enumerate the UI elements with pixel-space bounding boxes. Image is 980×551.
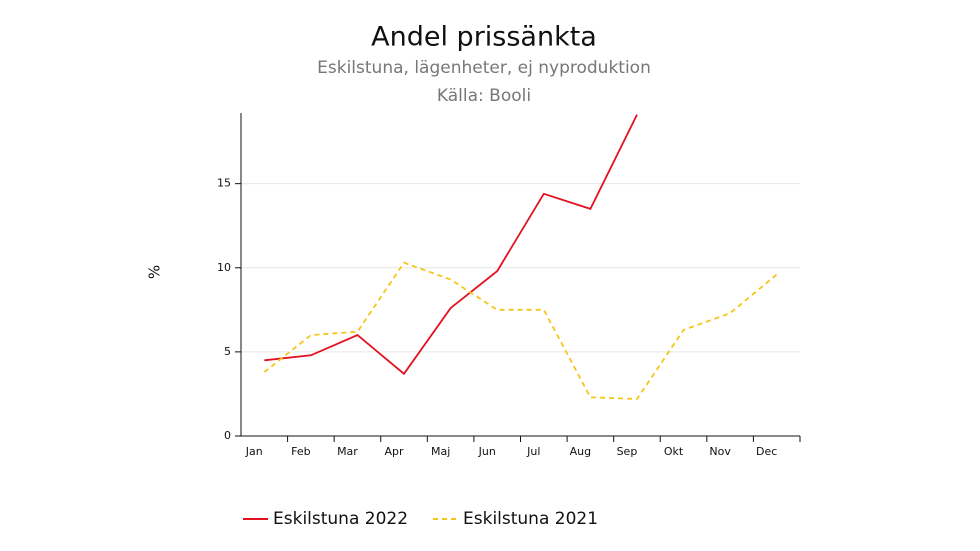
x-tick-label: Nov (709, 445, 731, 458)
x-tick-label: Jul (526, 445, 540, 458)
x-tick-label: Okt (664, 445, 684, 458)
legend-label: Eskilstuna 2021 (463, 509, 598, 529)
chart-title: Andel prissänkta (371, 22, 597, 53)
x-tick-label: Feb (291, 445, 310, 458)
y-tick-label: 15 (217, 177, 231, 190)
y-tick-label: 5 (224, 345, 231, 358)
series-line (264, 114, 638, 376)
y-axis-label: % (146, 265, 164, 279)
chart-source: Källa: Booli (437, 86, 531, 106)
x-tick-label: Sep (617, 445, 638, 458)
x-tick-label: Maj (431, 445, 450, 458)
x-tick-label: Aug (570, 445, 591, 458)
legend-label: Eskilstuna 2022 (273, 509, 408, 529)
x-tick-label: Apr (385, 445, 405, 458)
x-tick-label: Dec (756, 445, 777, 458)
x-tick-label: Jun (478, 445, 496, 458)
x-tick-label: Mar (337, 445, 358, 458)
y-tick-label: 0 (224, 429, 231, 442)
y-tick-label: 10 (217, 261, 231, 274)
x-tick-label: Jan (245, 445, 263, 458)
chart-subtitle: Eskilstuna, lägenheter, ej nyproduktion (317, 58, 651, 78)
series-line (263, 261, 778, 400)
